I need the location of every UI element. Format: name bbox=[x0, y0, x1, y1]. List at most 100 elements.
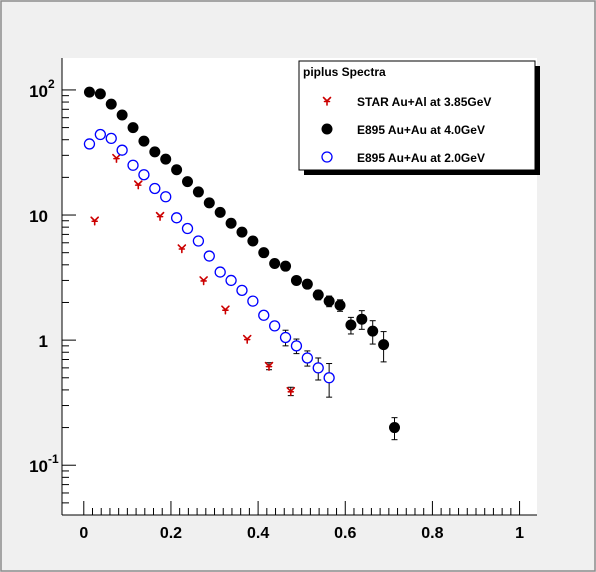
star-stroke bbox=[181, 244, 187, 250]
star-stroke bbox=[286, 386, 292, 393]
data-point bbox=[127, 122, 139, 134]
data-point bbox=[323, 372, 335, 384]
data-point bbox=[127, 159, 139, 171]
star-stroke bbox=[115, 153, 121, 159]
star-stroke bbox=[137, 180, 143, 186]
star-stroke bbox=[221, 305, 227, 311]
series-star bbox=[90, 153, 296, 397]
data-point bbox=[192, 186, 204, 198]
star-stroke bbox=[264, 361, 270, 367]
legend: piplus Spectra STAR Au+Al at 3.85GeV E89… bbox=[298, 60, 540, 175]
star-stroke bbox=[202, 276, 208, 282]
star-stroke bbox=[199, 276, 205, 282]
legend-marker-e895-2gev bbox=[321, 151, 333, 163]
data-point bbox=[138, 169, 150, 181]
y-tick-label-exponent: -1 bbox=[48, 452, 59, 466]
data-point bbox=[203, 197, 215, 209]
data-point bbox=[155, 211, 165, 221]
data-point bbox=[258, 309, 270, 321]
y-tick-label-base: 10 bbox=[29, 457, 48, 476]
data-point bbox=[264, 361, 274, 371]
x-tick-label: 0 bbox=[79, 525, 88, 542]
data-point bbox=[105, 98, 117, 110]
legend-label-star: STAR Au+Al at 3.85GeV bbox=[357, 95, 491, 109]
data-point bbox=[389, 422, 400, 434]
star-stroke bbox=[93, 216, 99, 222]
x-tick-label: 0.2 bbox=[160, 525, 182, 542]
y-tick-label-base: 10 bbox=[29, 207, 48, 226]
series-filled-circle bbox=[83, 86, 400, 441]
data-point bbox=[149, 182, 161, 195]
x-tick-label: 1 bbox=[515, 525, 524, 542]
star-stroke bbox=[326, 96, 332, 102]
star-stroke bbox=[322, 96, 328, 102]
data-point bbox=[138, 135, 150, 147]
data-point bbox=[171, 164, 183, 176]
legend-star-glyph bbox=[322, 96, 332, 106]
data-point bbox=[203, 250, 215, 262]
data-point bbox=[225, 217, 237, 229]
series-open-circle bbox=[83, 128, 335, 398]
star-stroke bbox=[159, 211, 165, 217]
data-point bbox=[160, 153, 172, 165]
data-point bbox=[94, 88, 106, 100]
data-point bbox=[247, 235, 259, 247]
star-stroke bbox=[242, 334, 249, 340]
data-point bbox=[112, 153, 121, 163]
legend-label-e895-4gev: E895 Au+Au at 4.0GeV bbox=[357, 123, 485, 137]
x-tick-label: 0.4 bbox=[247, 525, 269, 542]
data-point bbox=[105, 132, 117, 145]
data-point bbox=[221, 305, 230, 315]
data-point bbox=[90, 216, 99, 226]
star-stroke bbox=[112, 153, 118, 159]
legend-label-e895-2gev: E895 Au+Au at 2.0GeV bbox=[357, 151, 485, 165]
data-point bbox=[356, 313, 368, 325]
star-stroke bbox=[155, 211, 161, 217]
data-point bbox=[192, 235, 205, 247]
data-point bbox=[182, 176, 194, 188]
data-point bbox=[378, 339, 390, 351]
data-point bbox=[258, 247, 270, 259]
data-point bbox=[133, 180, 143, 190]
star-stroke bbox=[268, 361, 274, 367]
data-point bbox=[116, 144, 128, 156]
star-stroke bbox=[133, 180, 140, 186]
data-point bbox=[225, 274, 237, 287]
y-tick-label: 10 2 bbox=[29, 77, 55, 101]
data-point bbox=[160, 191, 172, 203]
legend-box bbox=[298, 60, 536, 171]
data-point bbox=[214, 266, 226, 278]
data-series bbox=[83, 86, 400, 441]
data-point bbox=[214, 206, 226, 218]
data-point bbox=[312, 289, 324, 301]
data-point bbox=[83, 138, 96, 150]
data-point bbox=[181, 222, 194, 235]
data-point bbox=[269, 320, 281, 332]
data-point bbox=[242, 334, 252, 344]
star-stroke bbox=[289, 386, 296, 393]
y-tick-label: 10 -1 bbox=[29, 452, 59, 476]
data-point bbox=[177, 244, 187, 254]
data-point bbox=[323, 295, 335, 307]
star-stroke bbox=[224, 305, 230, 311]
data-point bbox=[236, 284, 248, 296]
data-point bbox=[199, 276, 208, 286]
data-point bbox=[170, 212, 183, 224]
x-tick-label: 0.6 bbox=[334, 525, 356, 542]
data-point bbox=[269, 257, 281, 269]
star-stroke bbox=[90, 216, 96, 222]
x-tick-label: 0.8 bbox=[421, 525, 443, 542]
star-stroke bbox=[177, 244, 183, 250]
data-point bbox=[345, 319, 357, 331]
y-tick-label-base: 1 bbox=[39, 332, 48, 351]
data-point bbox=[280, 260, 292, 272]
data-point bbox=[116, 109, 128, 121]
data-point bbox=[312, 362, 324, 374]
data-point bbox=[301, 352, 313, 364]
data-point bbox=[149, 146, 161, 158]
legend-marker-e895-4gev bbox=[321, 123, 333, 135]
data-point bbox=[290, 274, 302, 286]
